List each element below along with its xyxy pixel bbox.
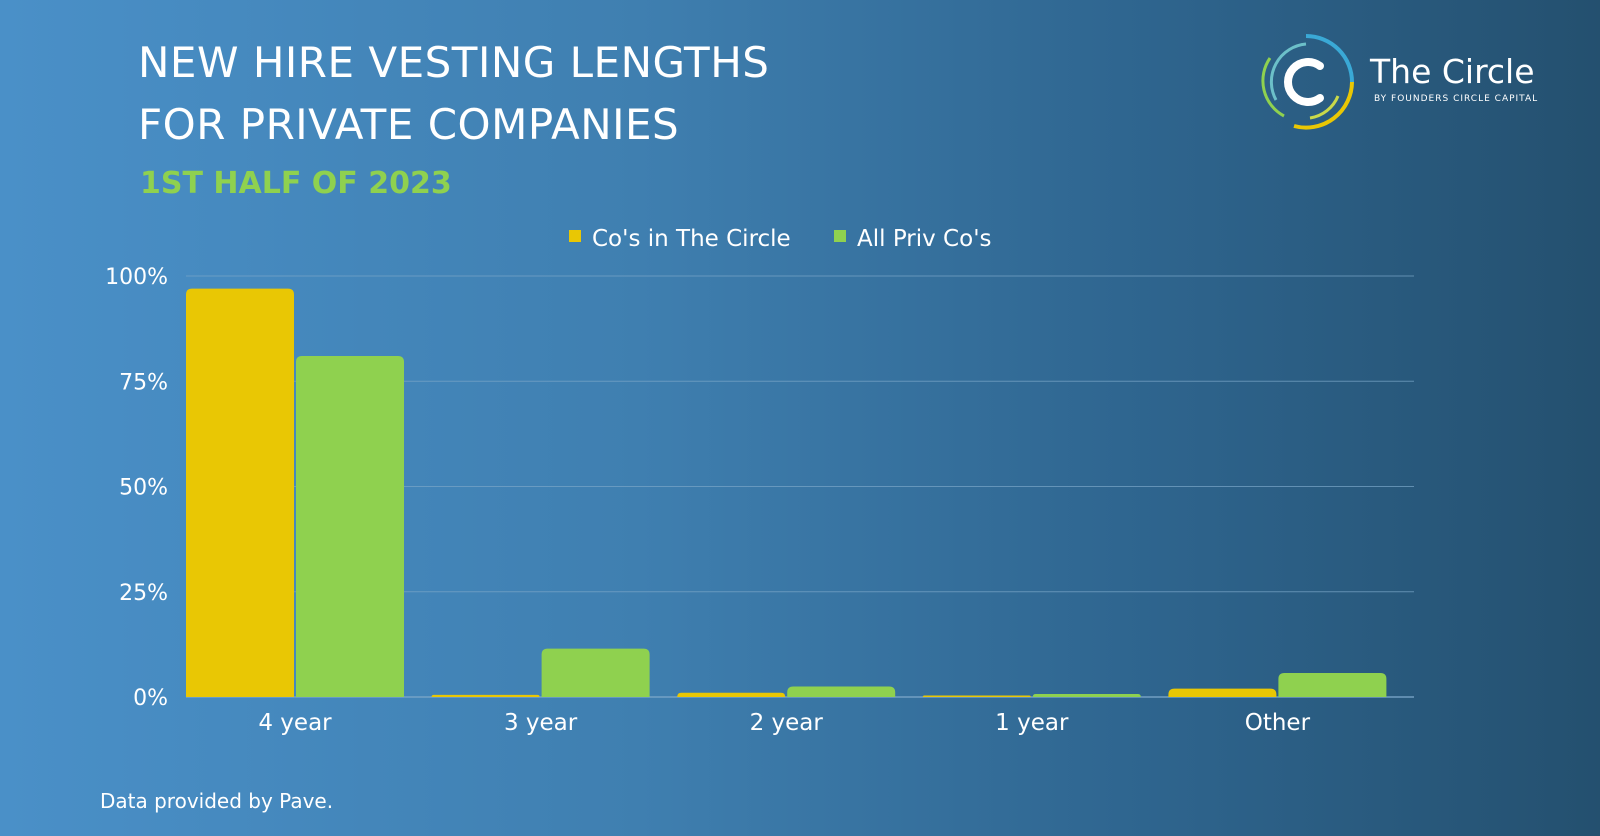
bar-circle xyxy=(922,695,1031,697)
data-source-note: Data provided by Pave. xyxy=(100,789,334,813)
bar-all-priv xyxy=(787,686,896,697)
logo-name: The Circle xyxy=(1370,52,1535,91)
legend-label: All Priv Co's xyxy=(857,226,992,252)
legend-swatch xyxy=(569,230,581,242)
legend-label: Co's in The Circle xyxy=(592,226,791,252)
bar-all-priv xyxy=(1032,694,1141,697)
y-tick-label: 0% xyxy=(133,686,168,711)
bar-all-priv xyxy=(1278,673,1387,697)
chart-title: NEW HIRE VESTING LENGTHS FOR PRIVATE COM… xyxy=(138,32,769,156)
x-tick-label: 2 year xyxy=(750,710,824,736)
x-tick-label: 4 year xyxy=(258,710,332,736)
bar-circle xyxy=(1168,688,1277,697)
y-tick-label: 100% xyxy=(105,265,168,290)
logo-tagline: BY FOUNDERS CIRCLE CAPITAL xyxy=(1374,94,1539,104)
bar-circle xyxy=(677,692,786,697)
y-tick-label: 50% xyxy=(119,476,168,501)
x-tick-label: Other xyxy=(1245,710,1311,736)
chart-subtitle: 1ST HALF OF 2023 xyxy=(140,166,452,201)
y-tick-label: 75% xyxy=(119,370,168,395)
bar-circle xyxy=(186,288,294,697)
circle-c-logo-icon xyxy=(1261,34,1354,130)
chart-title-line-2: FOR PRIVATE COMPANIES xyxy=(138,100,680,149)
x-tick-label: 1 year xyxy=(995,710,1069,736)
bar-circle xyxy=(431,694,540,697)
chart-title-line-1: NEW HIRE VESTING LENGTHS xyxy=(138,38,770,87)
bar-all-priv xyxy=(541,648,650,697)
y-tick-label: 25% xyxy=(119,581,168,606)
brand-logo: The Circle BY FOUNDERS CIRCLE CAPITAL xyxy=(1254,30,1554,134)
x-tick-label: 3 year xyxy=(504,710,578,736)
bar-all-priv xyxy=(296,355,404,697)
legend-swatch xyxy=(834,230,846,242)
